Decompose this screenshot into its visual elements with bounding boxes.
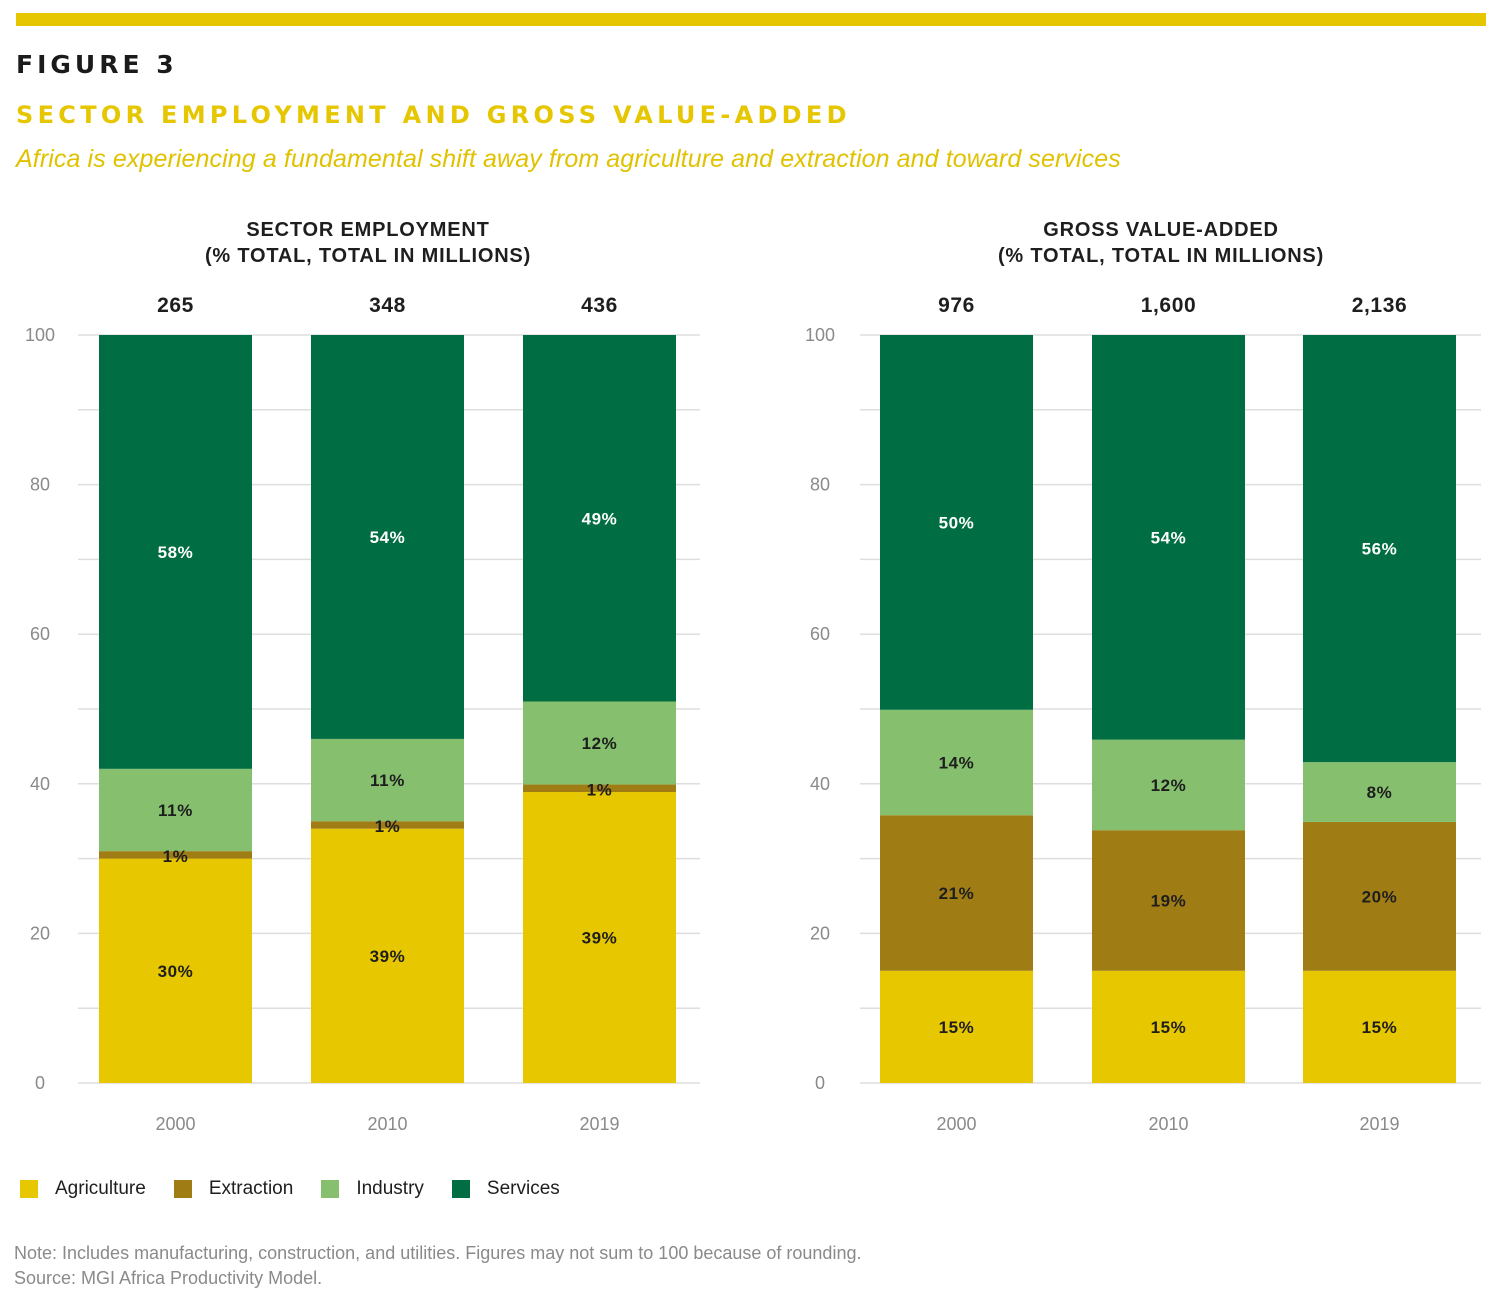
- employment-chart-subtitle: (% TOTAL, TOTAL IN MILLIONS): [205, 245, 531, 267]
- gva-data-label-services-2010: 54%: [1151, 528, 1187, 547]
- employment-bar-industry-2019: [523, 701, 676, 785]
- employment-chart-title: SECTOR EMPLOYMENT: [246, 219, 489, 241]
- gva-total-label-2019: 2,136: [1352, 294, 1408, 317]
- employment-data-label-industry-2000: 11%: [158, 801, 193, 820]
- gva-data-label-industry-2010: 12%: [1151, 776, 1187, 795]
- gva-y-tick-label: 40: [810, 774, 830, 794]
- employment-y-tick-label: 60: [30, 624, 50, 644]
- legend-label: Extraction: [208, 1178, 294, 1199]
- employment-y-tick-label: 0: [35, 1073, 45, 1093]
- employment-x-tick-label: 2000: [155, 1114, 195, 1134]
- gva-bar-agriculture-2010: [1092, 970, 1245, 1083]
- top-accent-bar: [16, 13, 1486, 26]
- legend-label: Industry: [356, 1178, 424, 1199]
- employment-bar-services-2019: [523, 335, 676, 702]
- gva-y-tick-label: 80: [810, 475, 830, 495]
- gva-x-tick-label: 2000: [936, 1114, 976, 1134]
- gva-chart-title: GROSS VALUE-ADDED: [1043, 219, 1278, 241]
- gva-x-tick-label: 2010: [1148, 1114, 1188, 1134]
- gva-y-tick-label: 20: [810, 923, 830, 943]
- employment-bar-agriculture-2000: [99, 858, 252, 1083]
- gva-total-label-2010: 1,600: [1141, 294, 1197, 317]
- figure-label: FIGURE 3: [16, 50, 178, 79]
- gva-bar-services-2019: [1303, 335, 1456, 763]
- employment-bar-extraction-2019: [523, 784, 676, 793]
- gva-y-tick-label: 100: [805, 325, 835, 345]
- employment-data-label-industry-2010: 11%: [370, 771, 405, 790]
- legend-label: Agriculture: [55, 1178, 146, 1199]
- gva-bar-services-2010: [1092, 335, 1245, 740]
- legend: Agriculture Extraction Industry Services: [20, 1178, 588, 1200]
- gva-data-label-industry-2000: 14%: [939, 753, 975, 772]
- gva-data-label-extraction-2000: 21%: [939, 884, 975, 903]
- employment-data-label-agriculture-2000: 30%: [158, 962, 194, 981]
- gva-bar-services-2000: [880, 335, 1033, 710]
- source-text: Source: MGI Africa Productivity Model.: [14, 1268, 323, 1288]
- legend-label: Services: [486, 1178, 560, 1199]
- employment-x-tick-label: 2019: [579, 1114, 619, 1134]
- employment-y-tick-label: 80: [30, 475, 50, 495]
- employment-bar-industry-2000: [99, 768, 252, 852]
- legend-swatch-extraction: [173, 1180, 192, 1198]
- employment-data-label-extraction-2019: 1%: [587, 780, 613, 799]
- gva-bar-agriculture-2000: [880, 970, 1033, 1083]
- employment-y-tick-label: 20: [30, 923, 50, 943]
- charts-canvas: SECTOR EMPLOYMENT (% TOTAL, TOTAL IN MILL…: [25, 219, 1481, 1134]
- legend-swatch-agriculture: [20, 1180, 38, 1198]
- employment-data-label-services-2000: 58%: [158, 543, 194, 562]
- gva-data-label-extraction-2010: 19%: [1151, 891, 1187, 910]
- employment-bar-services-2010: [311, 335, 464, 739]
- legend-item-agriculture: Agriculture: [20, 1178, 146, 1200]
- employment-total-label-2000: 265: [157, 294, 194, 317]
- gva-bar-extraction-2000: [880, 815, 1033, 971]
- gva-bar-industry-2010: [1092, 739, 1245, 831]
- gva-bar-extraction-2010: [1092, 830, 1245, 971]
- employment-data-label-agriculture-2019: 39%: [582, 929, 618, 948]
- employment-bar-agriculture-2010: [311, 828, 464, 1083]
- figure-subtitle: Africa is experiencing a fundamental shi…: [16, 145, 1121, 173]
- gva-bar-industry-2000: [880, 709, 1033, 816]
- employment-bar-extraction-2000: [99, 851, 252, 859]
- employment-data-label-services-2019: 49%: [582, 509, 618, 528]
- legend-swatch-services: [451, 1180, 470, 1198]
- gva-data-label-extraction-2019: 20%: [1362, 887, 1398, 906]
- employment-data-label-services-2010: 54%: [370, 528, 406, 547]
- legend-swatch-industry: [321, 1180, 340, 1198]
- employment-total-label-2019: 436: [581, 294, 618, 317]
- employment-data-label-agriculture-2010: 39%: [370, 947, 406, 966]
- employment-bar-agriculture-2019: [523, 792, 676, 1083]
- employment-total-label-2010: 348: [369, 294, 406, 317]
- employment-bar-extraction-2010: [311, 821, 464, 829]
- gva-bar-industry-2019: [1303, 762, 1456, 822]
- employment-bar-services-2000: [99, 335, 252, 769]
- employment-y-tick-label: 100: [25, 325, 55, 345]
- employment-y-tick-label: 40: [30, 774, 50, 794]
- gva-data-label-agriculture-2010: 15%: [1151, 1018, 1187, 1037]
- gva-data-label-agriculture-2019: 15%: [1362, 1018, 1398, 1037]
- gva-y-tick-label: 0: [815, 1073, 825, 1093]
- gva-y-tick-label: 60: [810, 624, 830, 644]
- employment-data-label-industry-2019: 12%: [582, 734, 618, 753]
- employment-x-tick-label: 2010: [367, 1114, 407, 1134]
- legend-item-extraction: Extraction: [173, 1178, 294, 1200]
- notes: Note: Includes manufacturing, constructi…: [14, 1241, 861, 1291]
- gva-data-label-services-2000: 50%: [939, 513, 975, 532]
- gva-total-label-2000: 976: [938, 294, 975, 317]
- gva-data-label-agriculture-2000: 15%: [939, 1018, 975, 1037]
- figure-title: SECTOR EMPLOYMENT AND GROSS VALUE-ADDED: [16, 101, 851, 129]
- note-text: Note: Includes manufacturing, constructi…: [14, 1243, 862, 1263]
- gva-data-label-services-2019: 56%: [1362, 540, 1398, 559]
- legend-item-services: Services: [451, 1178, 560, 1200]
- gva-x-tick-label: 2019: [1359, 1114, 1399, 1134]
- gva-chart-subtitle: (% TOTAL, TOTAL IN MILLIONS): [998, 245, 1324, 267]
- employment-data-label-extraction-2010: 1%: [375, 817, 401, 836]
- legend-item-industry: Industry: [321, 1178, 424, 1200]
- employment-data-label-extraction-2000: 1%: [163, 847, 189, 866]
- gva-data-label-industry-2019: 8%: [1367, 783, 1393, 802]
- gva-bar-agriculture-2019: [1303, 970, 1456, 1083]
- gva-bar-extraction-2019: [1303, 821, 1456, 971]
- employment-bar-industry-2010: [311, 738, 464, 822]
